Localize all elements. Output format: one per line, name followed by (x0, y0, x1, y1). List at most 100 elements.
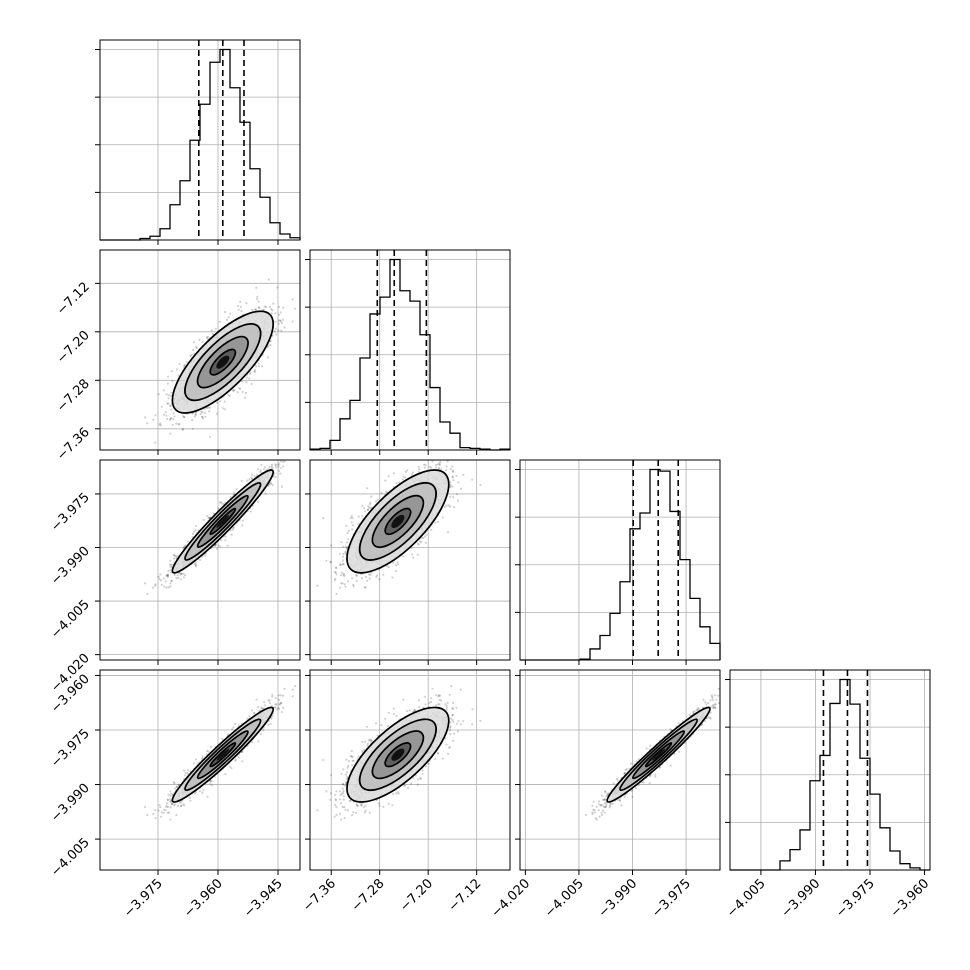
sample-point (322, 517, 325, 520)
sample-point (471, 478, 474, 481)
sample-point (277, 463, 280, 466)
sample-point (451, 465, 454, 468)
sample-point (195, 758, 198, 761)
sample-point (360, 577, 364, 580)
sample-point (364, 510, 367, 513)
sample-point (446, 460, 449, 463)
sample-point (350, 515, 353, 518)
sample-point (235, 488, 238, 491)
sample-point (157, 393, 160, 396)
sample-point (249, 371, 252, 374)
sample-point (254, 308, 257, 311)
sample-point (245, 376, 248, 379)
sample-point (159, 806, 162, 809)
sample-point (170, 391, 173, 394)
sample-point (194, 413, 197, 416)
sample-point (224, 539, 227, 542)
sample-point (206, 407, 209, 410)
sample-point (434, 521, 437, 524)
sample-point (159, 579, 163, 582)
sample-point (177, 423, 180, 426)
sample-point (445, 465, 448, 468)
sample-point (368, 503, 371, 506)
sample-point (339, 586, 342, 589)
sample-point (250, 382, 253, 386)
sample-point (394, 564, 398, 567)
sample-point (341, 559, 345, 562)
sample-point (276, 286, 279, 289)
sample-point (375, 574, 379, 577)
sample-point (396, 561, 399, 564)
sample-point (364, 586, 367, 589)
sample-point (236, 304, 240, 308)
sample-point (195, 345, 198, 348)
sample-point (144, 582, 147, 585)
sample-point (451, 470, 455, 473)
sample-point (204, 415, 207, 418)
sample-point (167, 375, 170, 378)
sample-point (279, 311, 282, 314)
sample-point (330, 544, 333, 547)
sample-point (173, 415, 176, 418)
sample-point (159, 422, 162, 425)
sample-point (325, 559, 328, 562)
sample-point (199, 558, 202, 562)
sample-point (267, 356, 270, 359)
sample-point (241, 519, 244, 522)
sample-point (444, 505, 447, 508)
sample-point (449, 483, 452, 486)
sample-point (230, 533, 233, 536)
sample-point (178, 422, 181, 426)
sample-point (281, 318, 285, 321)
sample-point (274, 327, 277, 330)
sample-point (182, 428, 185, 431)
sample-point (449, 468, 452, 471)
sample-point (258, 306, 261, 309)
sample-point (410, 473, 413, 476)
sample-point (262, 308, 265, 311)
sample-point (452, 506, 456, 509)
sample-point (365, 487, 369, 490)
sample-point (253, 370, 256, 373)
sample-point (178, 362, 181, 365)
sample-point (254, 308, 257, 311)
sample-point (256, 297, 259, 301)
sample-point (191, 427, 194, 430)
sample-point (172, 412, 175, 415)
sample-point (169, 432, 172, 435)
sample-point (202, 417, 205, 420)
sample-point (368, 506, 371, 509)
sample-point (257, 468, 260, 471)
sample-point (194, 564, 197, 567)
sample-point (179, 578, 182, 581)
sample-point (195, 562, 198, 565)
sample-point (255, 365, 258, 368)
sample-point (392, 561, 395, 564)
sample-point (260, 365, 264, 368)
sample-point (186, 540, 189, 543)
sample-point (412, 556, 415, 559)
sample-point (233, 491, 236, 494)
sample-point (316, 584, 319, 587)
sample-point (250, 473, 253, 476)
panel-2-2 (515, 459, 721, 665)
sample-point (166, 402, 169, 405)
sample-point (435, 463, 438, 466)
sample-point (344, 545, 347, 548)
sample-point (144, 416, 147, 419)
sample-point (226, 544, 229, 547)
panel-1-0 (95, 249, 301, 455)
sample-point (169, 405, 172, 408)
sample-point (255, 286, 258, 289)
sample-point (215, 547, 219, 550)
sample-point (219, 400, 222, 403)
sample-point (343, 574, 346, 578)
sample-point (347, 529, 350, 533)
sample-point (277, 313, 281, 316)
sample-point (387, 475, 390, 478)
sample-point (380, 492, 383, 495)
sample-point (274, 476, 277, 479)
sample-point (352, 583, 355, 587)
sample-point (339, 563, 342, 567)
sample-point (217, 544, 220, 547)
